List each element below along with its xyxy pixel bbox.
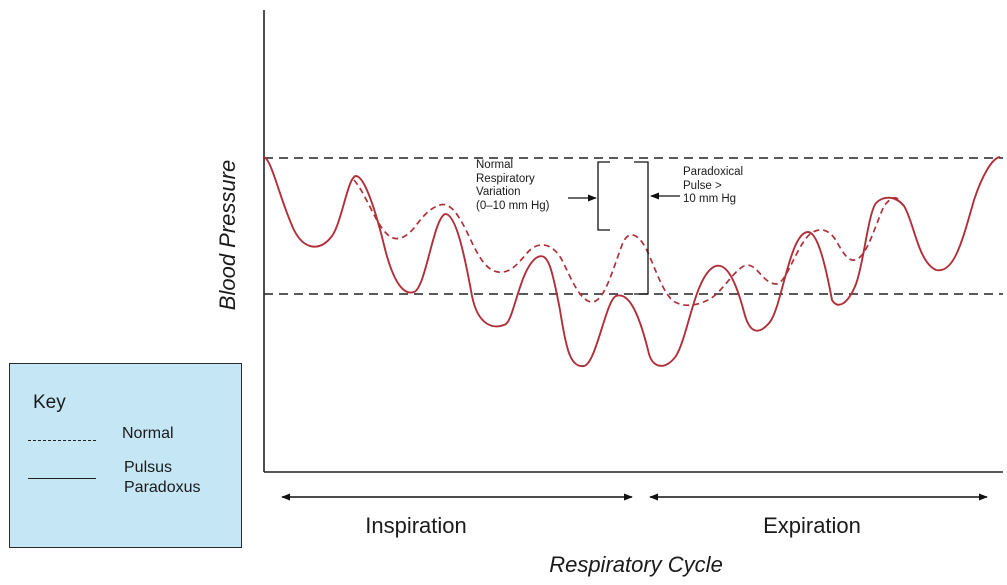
annotation-line: 10 mm Hg <box>683 193 737 205</box>
normal-pressure-curve <box>353 179 901 307</box>
paradoxical-pulse-bracket <box>634 161 649 295</box>
paradoxical-pulse-annotation: Paradoxical Pulse > 10 mm Hg <box>683 166 743 207</box>
legend-box <box>9 363 242 548</box>
y-axis-label: Blood Pressure <box>215 159 240 311</box>
annotation-line: (0–10 mm Hg) <box>476 199 550 212</box>
annotation-line: Normal <box>476 159 514 171</box>
normal-variation-annotation: Normal Respiratory Variation (0–10 mm Hg… <box>476 159 550 213</box>
normal-variation-bracket <box>597 161 610 231</box>
annotation-line: Paradoxical <box>683 166 744 178</box>
annotation-line: Variation <box>476 186 521 198</box>
expiration-label: Expiration <box>763 513 861 538</box>
legend-label-line: Pulsus <box>124 459 173 476</box>
x-axis-label: Respiratory Cycle <box>549 552 723 577</box>
legend-normal-label: Normal <box>122 425 174 442</box>
legend-pulsus-paradoxus-label: Pulsus Paradoxus <box>124 458 201 498</box>
legend-dashed-line-swatch <box>28 440 96 441</box>
pulsus-paradoxus-curve <box>263 156 1001 367</box>
legend-solid-line-swatch <box>28 478 96 479</box>
inspiration-label: Inspiration <box>365 513 467 538</box>
annotation-line: Respiratory <box>476 172 535 185</box>
legend-label-line: Paradoxus <box>124 479 201 496</box>
annotation-line: Pulse > <box>683 179 722 192</box>
legend-title: Key <box>33 392 66 413</box>
